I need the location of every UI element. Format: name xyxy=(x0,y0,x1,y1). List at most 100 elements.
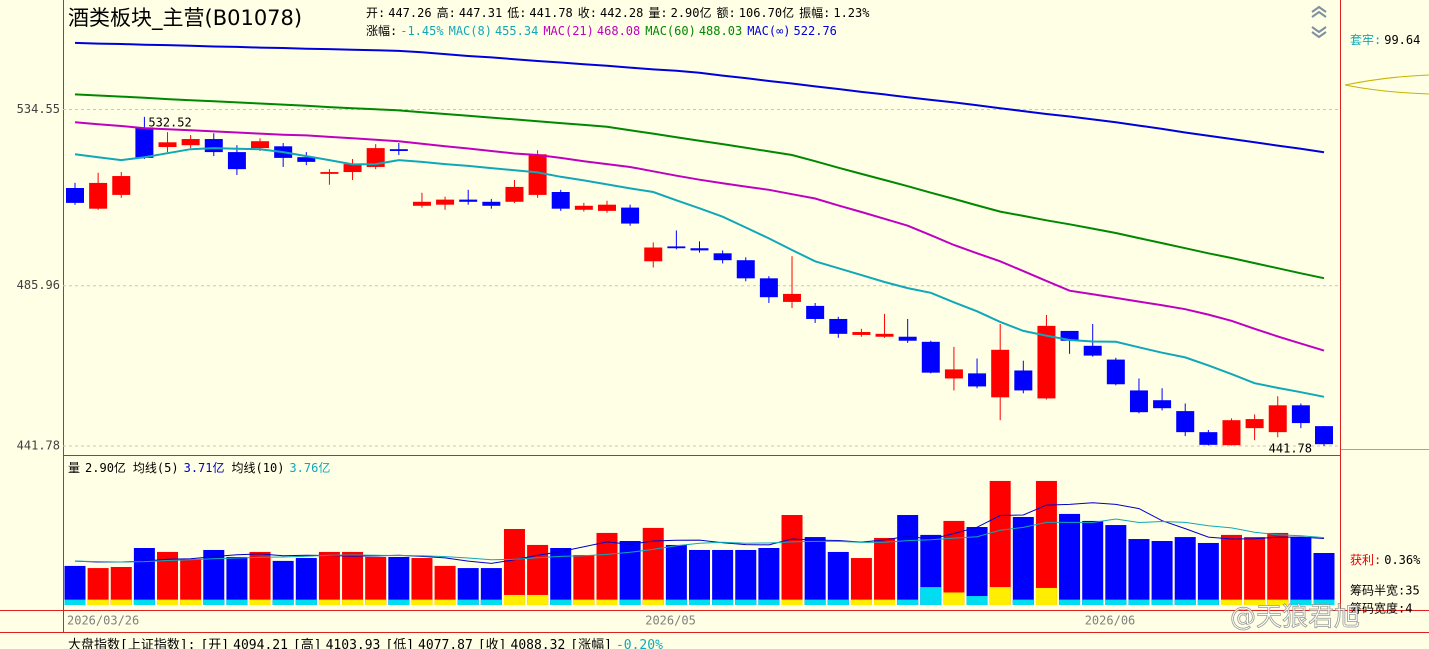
index-bar: 大盘指数[上证指数]: [开] 4094.21 [高] 4103.93 [低] 4077.8… xyxy=(68,637,663,649)
volume-inner-bar xyxy=(457,599,479,605)
volume-inner-bar xyxy=(180,599,202,605)
frame xyxy=(0,0,1429,633)
volume-inner-bar xyxy=(1082,599,1104,605)
volume-bar xyxy=(249,551,271,605)
candle-body xyxy=(852,332,871,335)
volume-bar xyxy=(1105,525,1127,605)
volume-bar xyxy=(318,551,340,605)
scroll-buttons[interactable] xyxy=(1311,5,1327,39)
volume-bar xyxy=(1151,541,1173,605)
candle-body xyxy=(505,186,524,202)
candle-body xyxy=(112,176,131,195)
scroll-up[interactable] xyxy=(1311,5,1327,18)
volume-bar xyxy=(619,541,641,605)
volume-bar xyxy=(272,560,294,605)
value: 4077.87 xyxy=(418,638,473,649)
chip-half-width: 筹码半宽:35 xyxy=(1350,583,1420,598)
volume-ma-line xyxy=(74,502,1325,564)
legend-value: 522.76 xyxy=(794,24,837,38)
volume-inner-bar xyxy=(1174,599,1196,605)
volume-bar xyxy=(989,480,1011,605)
close-value: 442.28 xyxy=(600,6,643,20)
value: 4103.93 xyxy=(326,638,381,649)
candle-body xyxy=(1222,420,1241,446)
label: 开: xyxy=(366,6,385,20)
volume-inner-bar xyxy=(1197,599,1219,605)
label: [高] xyxy=(293,637,322,649)
volume-inner-bar xyxy=(1012,599,1034,605)
volume-inner-bar xyxy=(850,599,872,605)
value: 4094.21 xyxy=(233,638,288,649)
volume-inner-bar xyxy=(573,599,595,605)
index-title: 大盘指数[上证指数]: xyxy=(68,637,195,649)
volume-inner-bar xyxy=(665,599,687,605)
change-value: -1.45% xyxy=(400,24,444,38)
legend-value: 455.34 xyxy=(495,24,538,38)
ma-line xyxy=(74,93,1325,280)
volume-inner-bar xyxy=(712,599,734,605)
ma-legend: 涨幅: -1.45% MAC(8) 455.34 MAC(21) 468.08 MAC(60… xyxy=(366,23,837,38)
volume-bar xyxy=(157,551,179,605)
amount-value: 106.70亿 xyxy=(739,5,794,20)
volume-bar xyxy=(87,568,109,605)
volume-bar xyxy=(665,544,687,605)
volume-bar xyxy=(735,549,757,605)
legend-value: 468.08 xyxy=(597,24,640,38)
legend-name: MAC(21) xyxy=(543,24,594,38)
volume-bar xyxy=(1128,539,1150,605)
candle-body xyxy=(343,164,362,173)
candle-body xyxy=(297,157,316,162)
candle-body xyxy=(1083,345,1102,356)
volume-inner-bar xyxy=(157,599,179,605)
volume-inner-bar xyxy=(827,599,849,605)
value: -0.20% xyxy=(616,638,663,649)
volume-inner-bar xyxy=(966,596,988,605)
volume-inner-bar xyxy=(758,599,780,605)
candle-body xyxy=(1245,419,1264,429)
candle-body xyxy=(66,188,84,203)
value: 99.64 xyxy=(1384,33,1420,47)
volume-bar xyxy=(596,532,618,605)
volume-inner-bar xyxy=(203,599,225,605)
volume-bar xyxy=(1313,553,1335,605)
candle-body xyxy=(1106,359,1125,385)
volume-inner-bar xyxy=(64,599,86,605)
candle-body xyxy=(736,260,755,279)
volume-inner-bar xyxy=(434,599,456,605)
volume-bar xyxy=(203,549,225,605)
volume-inner-bar xyxy=(989,587,1011,605)
label: [开] xyxy=(200,638,229,649)
volume-inner-bar xyxy=(1220,599,1242,605)
candle-body xyxy=(459,199,478,202)
candle-body xyxy=(806,305,825,319)
volume-bar xyxy=(781,515,803,605)
volume-inner-bar xyxy=(503,594,525,605)
volume-inner-bar xyxy=(226,599,248,605)
extreme-label: 441.78 xyxy=(1269,442,1312,456)
volume-bar xyxy=(388,556,410,605)
volume-inner-bar xyxy=(411,599,433,605)
volume-bar xyxy=(897,515,919,605)
volume-inner-bar xyxy=(550,599,572,605)
value: 0.36% xyxy=(1384,553,1421,567)
label: 额: xyxy=(717,6,736,20)
ma-line xyxy=(74,147,1325,398)
volume-inner-bar xyxy=(689,599,710,605)
volume-inner-bar xyxy=(87,599,109,605)
y-tick-label: 485.96 xyxy=(17,278,60,292)
volume-inner-bar xyxy=(1313,599,1335,605)
volume-bar xyxy=(804,537,826,605)
scroll-down[interactable] xyxy=(1311,26,1327,39)
candle-body xyxy=(135,127,154,158)
label: [涨幅] xyxy=(570,638,612,649)
volume-bar xyxy=(850,558,872,605)
volume-inner-bar xyxy=(1151,599,1173,605)
volume-inner-bar xyxy=(133,599,155,605)
watermark: @天狼君旭 xyxy=(1230,603,1360,633)
legend-name: MAC(60) xyxy=(645,24,696,38)
volume-bar xyxy=(133,547,155,605)
candle-body xyxy=(921,341,940,373)
chip-panel: 套牢: 99.64 获利: 0.36% 筹码半宽:35 筹码宽度:4 xyxy=(1341,32,1429,616)
volume-bar xyxy=(295,558,317,605)
x-tick-label: 2026/03/26 xyxy=(67,614,139,628)
